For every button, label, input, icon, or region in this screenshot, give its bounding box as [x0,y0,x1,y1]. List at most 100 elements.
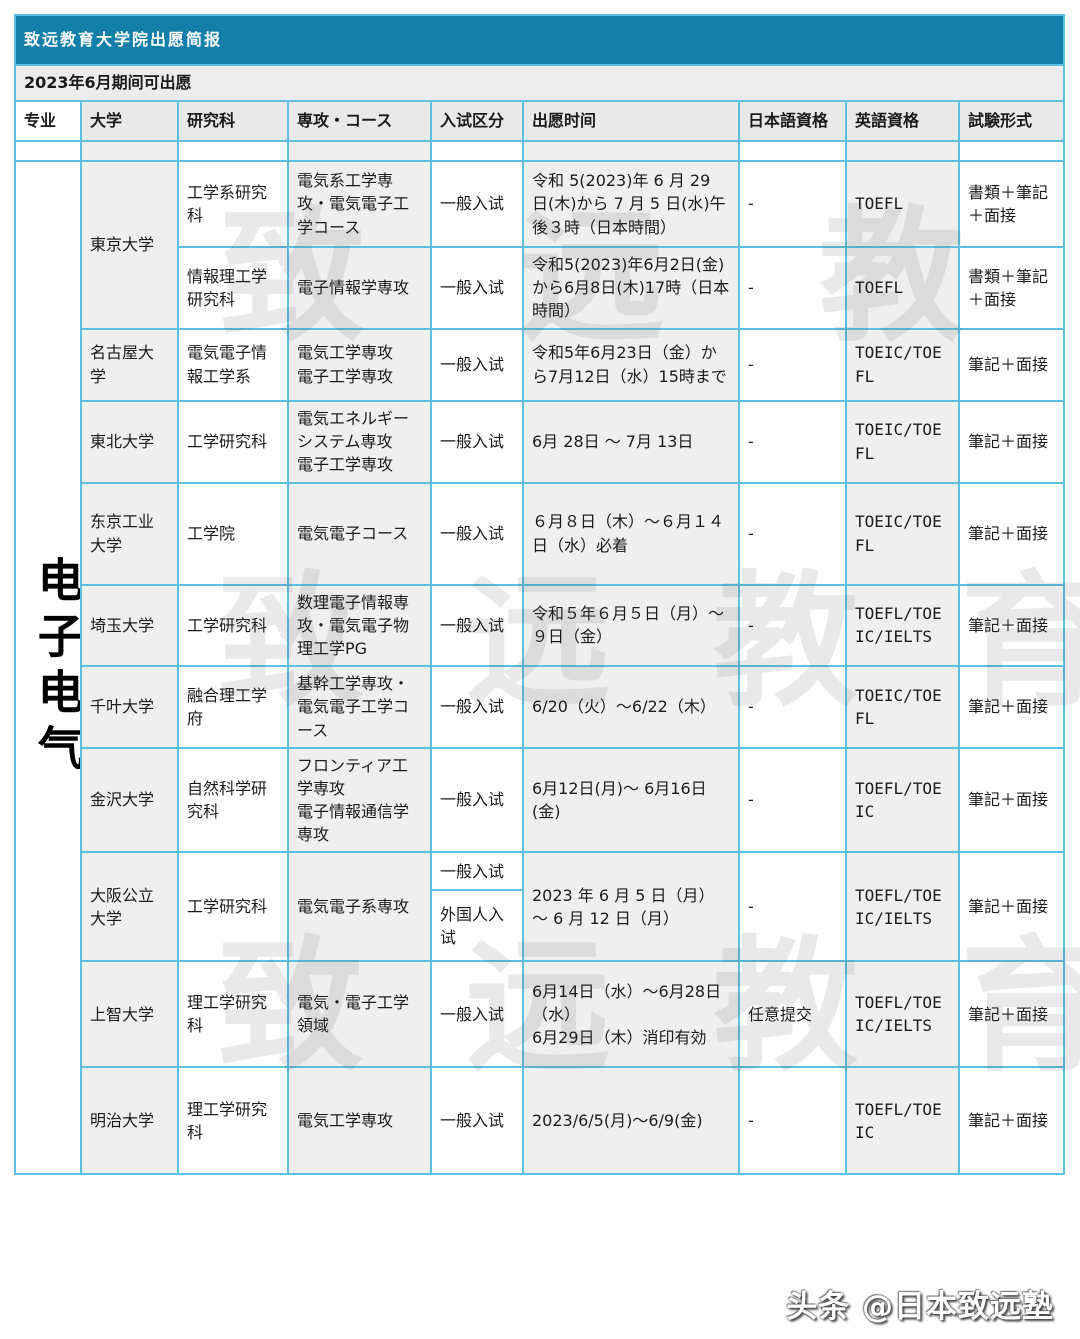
department-cell: 工学研究科 [177,583,289,668]
en-qual-cell: TOEFL/TOEIC/IELTS [845,583,960,668]
en-qual-cell: TOEFL/TOEIC/IELTS [845,960,960,1069]
university-cell: 大阪公立大学 [80,851,179,963]
table-row: 上智大学 理工学研究科 電気・電子工学領域 一般入试 6月14日（水）～6月28… [15,960,1066,1069]
university-cell: 东京工业大学 [80,481,179,586]
en-qual-cell: TOEIC/TOEFL [845,481,960,586]
jp-qual-cell: - [738,1066,847,1176]
table-row: 名古屋大学 電気電子情報工学系 電気工学専攻 電子工学専攻 一般入试 令和5年6… [15,327,1066,402]
course-cell: 電子情報学専攻 [287,246,432,330]
jp-qual-cell: - [738,746,847,854]
university-cell: 金沢大学 [80,746,179,854]
department-cell: 理工学研究科 [177,960,289,1069]
period-cell: 2023/6/5(月)～6/9(金) [522,1066,740,1176]
department-cell: 工学系研究科 [177,160,289,248]
table-row: 千叶大学 融合理工学府 基幹工学専攻・電気電子工学コース 一般入试 6/20（火… [15,665,1066,749]
col-header-department: 研究科 [177,100,289,142]
col-header-period: 出愿时间 [522,100,740,142]
period-cell: 令和５年６月５日（月）～９日（金） [522,583,740,668]
university-cell: 上智大学 [80,960,179,1069]
jp-qual-cell: - [738,160,847,248]
en-qual-cell: TOEFL [845,246,960,330]
department-cell: 電気電子情報工学系 [177,327,289,402]
exam-type-cell: 一般入试 [430,665,524,749]
exam-type-cell: 一般入试 [430,246,524,330]
major-label-cell: 电子电气 [14,159,82,1176]
exam-type-cell: 一般入试 [430,851,524,892]
table-row: 金沢大学 自然科学研究科 フロンティア工学専攻 電子情報通信学専攻 一般入试 6… [15,746,1066,854]
university-cell: 東京大学 [80,160,179,330]
table-row: 外国人入试 [15,889,1064,963]
format-cell: 筆記＋面接 [957,583,1066,668]
jp-qual-cell: - [738,665,847,749]
period-cell: 令和 5(2023)年 6 月 29 日(木)から 7 月 5 日(水)午後３時… [522,160,740,248]
table-row: 埼玉大学 工学研究科 数理電子情報専攻・電気電子物理工学PG 一般入试 令和５年… [15,583,1066,668]
jp-qual-cell: - [738,851,847,963]
period-cell: 2023 年 6 月 5 日（月）～ 6 月 12 日（月） [522,851,740,963]
course-cell: 数理電子情報専攻・電気電子物理工学PG [287,583,432,668]
jp-qual-cell: 任意提交 [738,960,847,1069]
major-label: 电子电气 [30,555,81,780]
department-cell: 工学研究科 [177,399,289,484]
department-cell: 工学院 [177,481,289,586]
course-cell: 電気工学専攻 電子工学専攻 [287,327,432,402]
jp-qual-cell: - [738,583,847,668]
jp-qual-cell: - [738,399,847,484]
page-subtitle: 2023年6月期间可出愿 [13,64,1066,102]
period-cell: 令和5(2023)年6月2日(金)から6月8日(木)17時（日本時間） [522,246,740,330]
table-row: 情報理工学研究科 電子情報学専攻 一般入试 令和5(2023)年6月2日(金)か… [15,246,1066,330]
jp-qual-cell: - [738,246,847,330]
exam-type-cell: 一般入试 [430,746,524,854]
period-cell: 6/20（火）～6/22（木） [522,665,740,749]
format-cell: 筆記＋面接 [957,746,1066,854]
period-cell: 令和5年6月23日（金）から7月12日（水）15時まで [522,327,740,402]
col-header-en-qual: 英語資格 [845,100,960,142]
course-cell: 電気エネルギーシステム専攻 電子工学専攻 [287,399,432,484]
department-cell: 情報理工学研究科 [177,246,289,330]
format-cell: 筆記＋面接 [957,327,1066,402]
table-row: 明治大学 理工学研究科 電気工学専攻 一般入试 2023/6/5(月)～6/9(… [15,1066,1066,1176]
en-qual-cell: TOEFL/TOEIC [845,746,960,854]
department-cell: 工学研究科 [177,851,289,963]
format-cell: 筆記＋面接 [957,665,1066,749]
course-cell: 電気工学専攻 [287,1066,432,1176]
en-qual-cell: TOEFL [845,160,960,248]
exam-type-cell: 外国人入试 [430,889,524,963]
col-header-exam-type: 入试区分 [430,100,524,142]
spacer-row [14,140,1066,162]
table-row: 東北大学 工学研究科 電気エネルギーシステム専攻 電子工学専攻 一般入试 6月 … [15,399,1066,484]
exam-type-cell: 一般入试 [430,583,524,668]
period-cell: 6月14日（水）～6月28日（水） 6月29日（木）消印有効 [522,960,740,1069]
col-header-jp-qual: 日本語資格 [738,100,847,142]
exam-type-cell: 一般入试 [430,960,524,1069]
en-qual-cell: TOEIC/TOEFL [845,399,960,484]
format-cell: 書類＋筆記＋面接 [957,160,1066,248]
university-cell: 埼玉大学 [80,583,179,668]
col-header-course: 専攻・コース [287,100,432,142]
table-row: 大阪公立大学 工学研究科 電気電子系専攻 一般入试 2023 年 6 月 5 日… [15,851,1066,963]
exam-type-cell: 一般入试 [430,481,524,586]
jp-qual-cell: - [738,327,847,402]
en-qual-cell: TOEIC/TOEFL [845,665,960,749]
en-qual-cell: TOEFL/TOEIC/IELTS [845,851,960,963]
university-cell: 名古屋大学 [80,327,179,402]
format-cell: 筆記＋面接 [957,851,1066,963]
col-header-university: 大学 [80,100,179,142]
department-cell: 理工学研究科 [177,1066,289,1176]
exam-type-cell: 一般入试 [430,160,524,248]
university-cell: 東北大学 [80,399,179,484]
university-cell: 明治大学 [80,1066,179,1176]
format-cell: 筆記＋面接 [957,960,1066,1069]
format-cell: 筆記＋面接 [957,1066,1066,1176]
format-cell: 筆記＋面接 [957,399,1066,484]
course-cell: 電気電子系専攻 [287,851,432,963]
course-cell: フロンティア工学専攻 電子情報通信学専攻 [287,746,432,854]
jp-qual-cell: - [738,481,847,586]
format-cell: 筆記＋面接 [957,481,1066,586]
course-cell: 電気系工学専攻・電気電子工学コース [287,160,432,248]
col-header-format: 試験形式 [957,100,1066,142]
table-row: 电子电气 東京大学 工学系研究科 電気系工学専攻・電気電子工学コース 一般入试 … [14,159,1066,1176]
en-qual-cell: TOEIC/TOEFL [845,327,960,402]
exam-type-cell: 一般入试 [430,399,524,484]
course-cell: 基幹工学専攻・電気電子工学コース [287,665,432,749]
